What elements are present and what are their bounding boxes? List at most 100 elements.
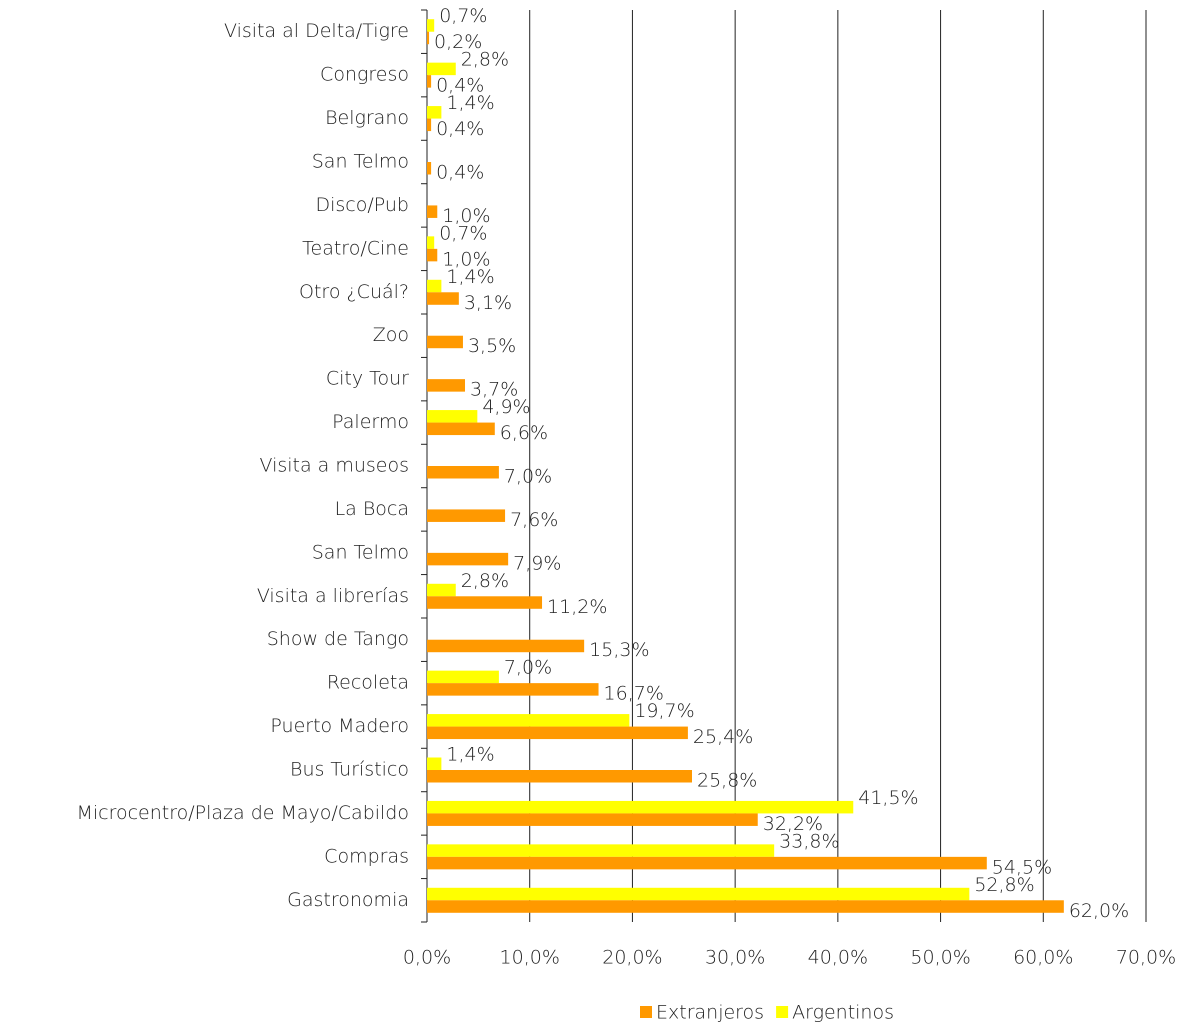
y-tick-label: La Boca: [335, 498, 409, 520]
bar: [427, 670, 499, 684]
bar: [427, 726, 688, 740]
y-tick-label: Visita al Delta/Tigre: [224, 20, 409, 42]
bar: [427, 410, 478, 423]
bar: [427, 422, 495, 436]
bar: [427, 813, 758, 826]
value-label: 11,2%: [547, 596, 607, 618]
bar: [427, 583, 456, 597]
value-label: 3,7%: [470, 379, 518, 401]
value-label: 1,0%: [442, 205, 490, 227]
bar: [427, 757, 442, 770]
value-label: 7,0%: [504, 657, 552, 679]
y-tick-label: Zoo: [373, 324, 409, 346]
value-label: 3,1%: [464, 292, 512, 314]
legend-label: Argentinos: [792, 1002, 894, 1024]
value-label: 19,7%: [634, 700, 694, 722]
y-tick-label: Recoleta: [327, 672, 409, 694]
bar: [427, 335, 463, 349]
value-label: 52,8%: [974, 874, 1034, 896]
x-tick-label: 50,0%: [910, 947, 970, 969]
bar: [427, 466, 499, 479]
value-label: 33,8%: [779, 830, 839, 852]
bar: [427, 162, 432, 175]
value-label: 1,4%: [446, 266, 494, 288]
value-label: 25,8%: [697, 770, 757, 792]
value-label: 1,4%: [446, 744, 494, 766]
y-tick-label: Congreso: [320, 64, 409, 86]
bar: [427, 900, 1064, 913]
x-tick-label: 30,0%: [705, 947, 765, 969]
y-tick-label: Gastronomia: [287, 889, 409, 911]
x-tick-label: 0,0%: [403, 947, 451, 969]
x-tick-label: 10,0%: [500, 947, 560, 969]
value-label: 0,4%: [436, 162, 484, 184]
value-label: 2,8%: [461, 49, 509, 71]
bar: [427, 31, 430, 45]
bar: [427, 19, 435, 32]
bar: [427, 596, 543, 609]
value-label: 7,9%: [513, 552, 561, 574]
value-label: 16,7%: [604, 683, 664, 705]
y-tick-label: Otro ¿Cuál?: [299, 281, 409, 303]
y-tick-label: Microcentro/Plaza de Mayo/Cabildo: [76, 802, 409, 824]
bar: [427, 62, 456, 76]
y-tick-label: Teatro/Cine: [302, 237, 409, 259]
value-label: 54,5%: [992, 856, 1052, 878]
y-tick-label: Visita a librerías: [257, 585, 409, 607]
bar: [427, 887, 970, 901]
y-tick-label: Puerto Madero: [270, 715, 409, 737]
value-label: 7,0%: [504, 466, 552, 488]
value-label: 0,7%: [439, 5, 487, 27]
x-tick-label: 20,0%: [602, 947, 662, 969]
x-tick-label: 70,0%: [1116, 947, 1176, 969]
legend-swatch: [640, 1006, 652, 1018]
bar: [427, 236, 435, 249]
bar: [427, 292, 459, 305]
y-tick-label: Visita a museos: [259, 455, 409, 477]
y-tick-label: Show de Tango: [267, 628, 409, 650]
y-tick-label: Disco/Pub: [315, 194, 409, 216]
legend-swatch: [776, 1006, 789, 1018]
value-label: 2,8%: [461, 570, 509, 592]
value-label: 15,3%: [589, 639, 649, 661]
value-label: 41,5%: [858, 787, 918, 809]
value-label: 32,2%: [763, 813, 823, 835]
bar: [427, 379, 466, 392]
bar: [427, 279, 442, 293]
value-label: 1,4%: [446, 92, 494, 114]
value-label: 0,7%: [439, 222, 487, 244]
value-label: 3,5%: [468, 335, 516, 357]
x-tick-label: 40,0%: [808, 947, 868, 969]
y-tick-label: San Telmo: [312, 151, 409, 173]
y-tick-label: Belgrano: [325, 107, 409, 129]
value-label: 0,4%: [436, 118, 484, 140]
value-label: 4,9%: [482, 396, 530, 418]
bar: [427, 552, 509, 566]
bar: [427, 106, 442, 119]
bar: [427, 248, 438, 262]
bar: [427, 75, 432, 88]
bar: [427, 205, 438, 218]
bar: [427, 714, 630, 727]
value-label: 62,0%: [1069, 900, 1129, 922]
bar: [427, 639, 585, 653]
y-tick-label: Bus Turístico: [290, 759, 409, 781]
bar: [427, 844, 775, 857]
value-label: 7,6%: [510, 509, 558, 531]
bar: [427, 118, 432, 132]
bar: [427, 800, 854, 814]
value-label: 0,2%: [434, 31, 482, 53]
value-label: 25,4%: [693, 726, 753, 748]
legend-label: Extranjeros: [656, 1002, 764, 1024]
value-label: 6,6%: [500, 422, 548, 444]
y-tick-label: Palermo: [332, 411, 409, 433]
bar: [427, 509, 506, 522]
bar: [427, 683, 599, 696]
y-tick-label: Compras: [324, 845, 409, 867]
value-label: 1,0%: [442, 248, 490, 270]
value-label: 0,4%: [436, 75, 484, 97]
x-tick-label: 60,0%: [1013, 947, 1073, 969]
bar: [427, 770, 693, 783]
bar: [427, 856, 987, 870]
